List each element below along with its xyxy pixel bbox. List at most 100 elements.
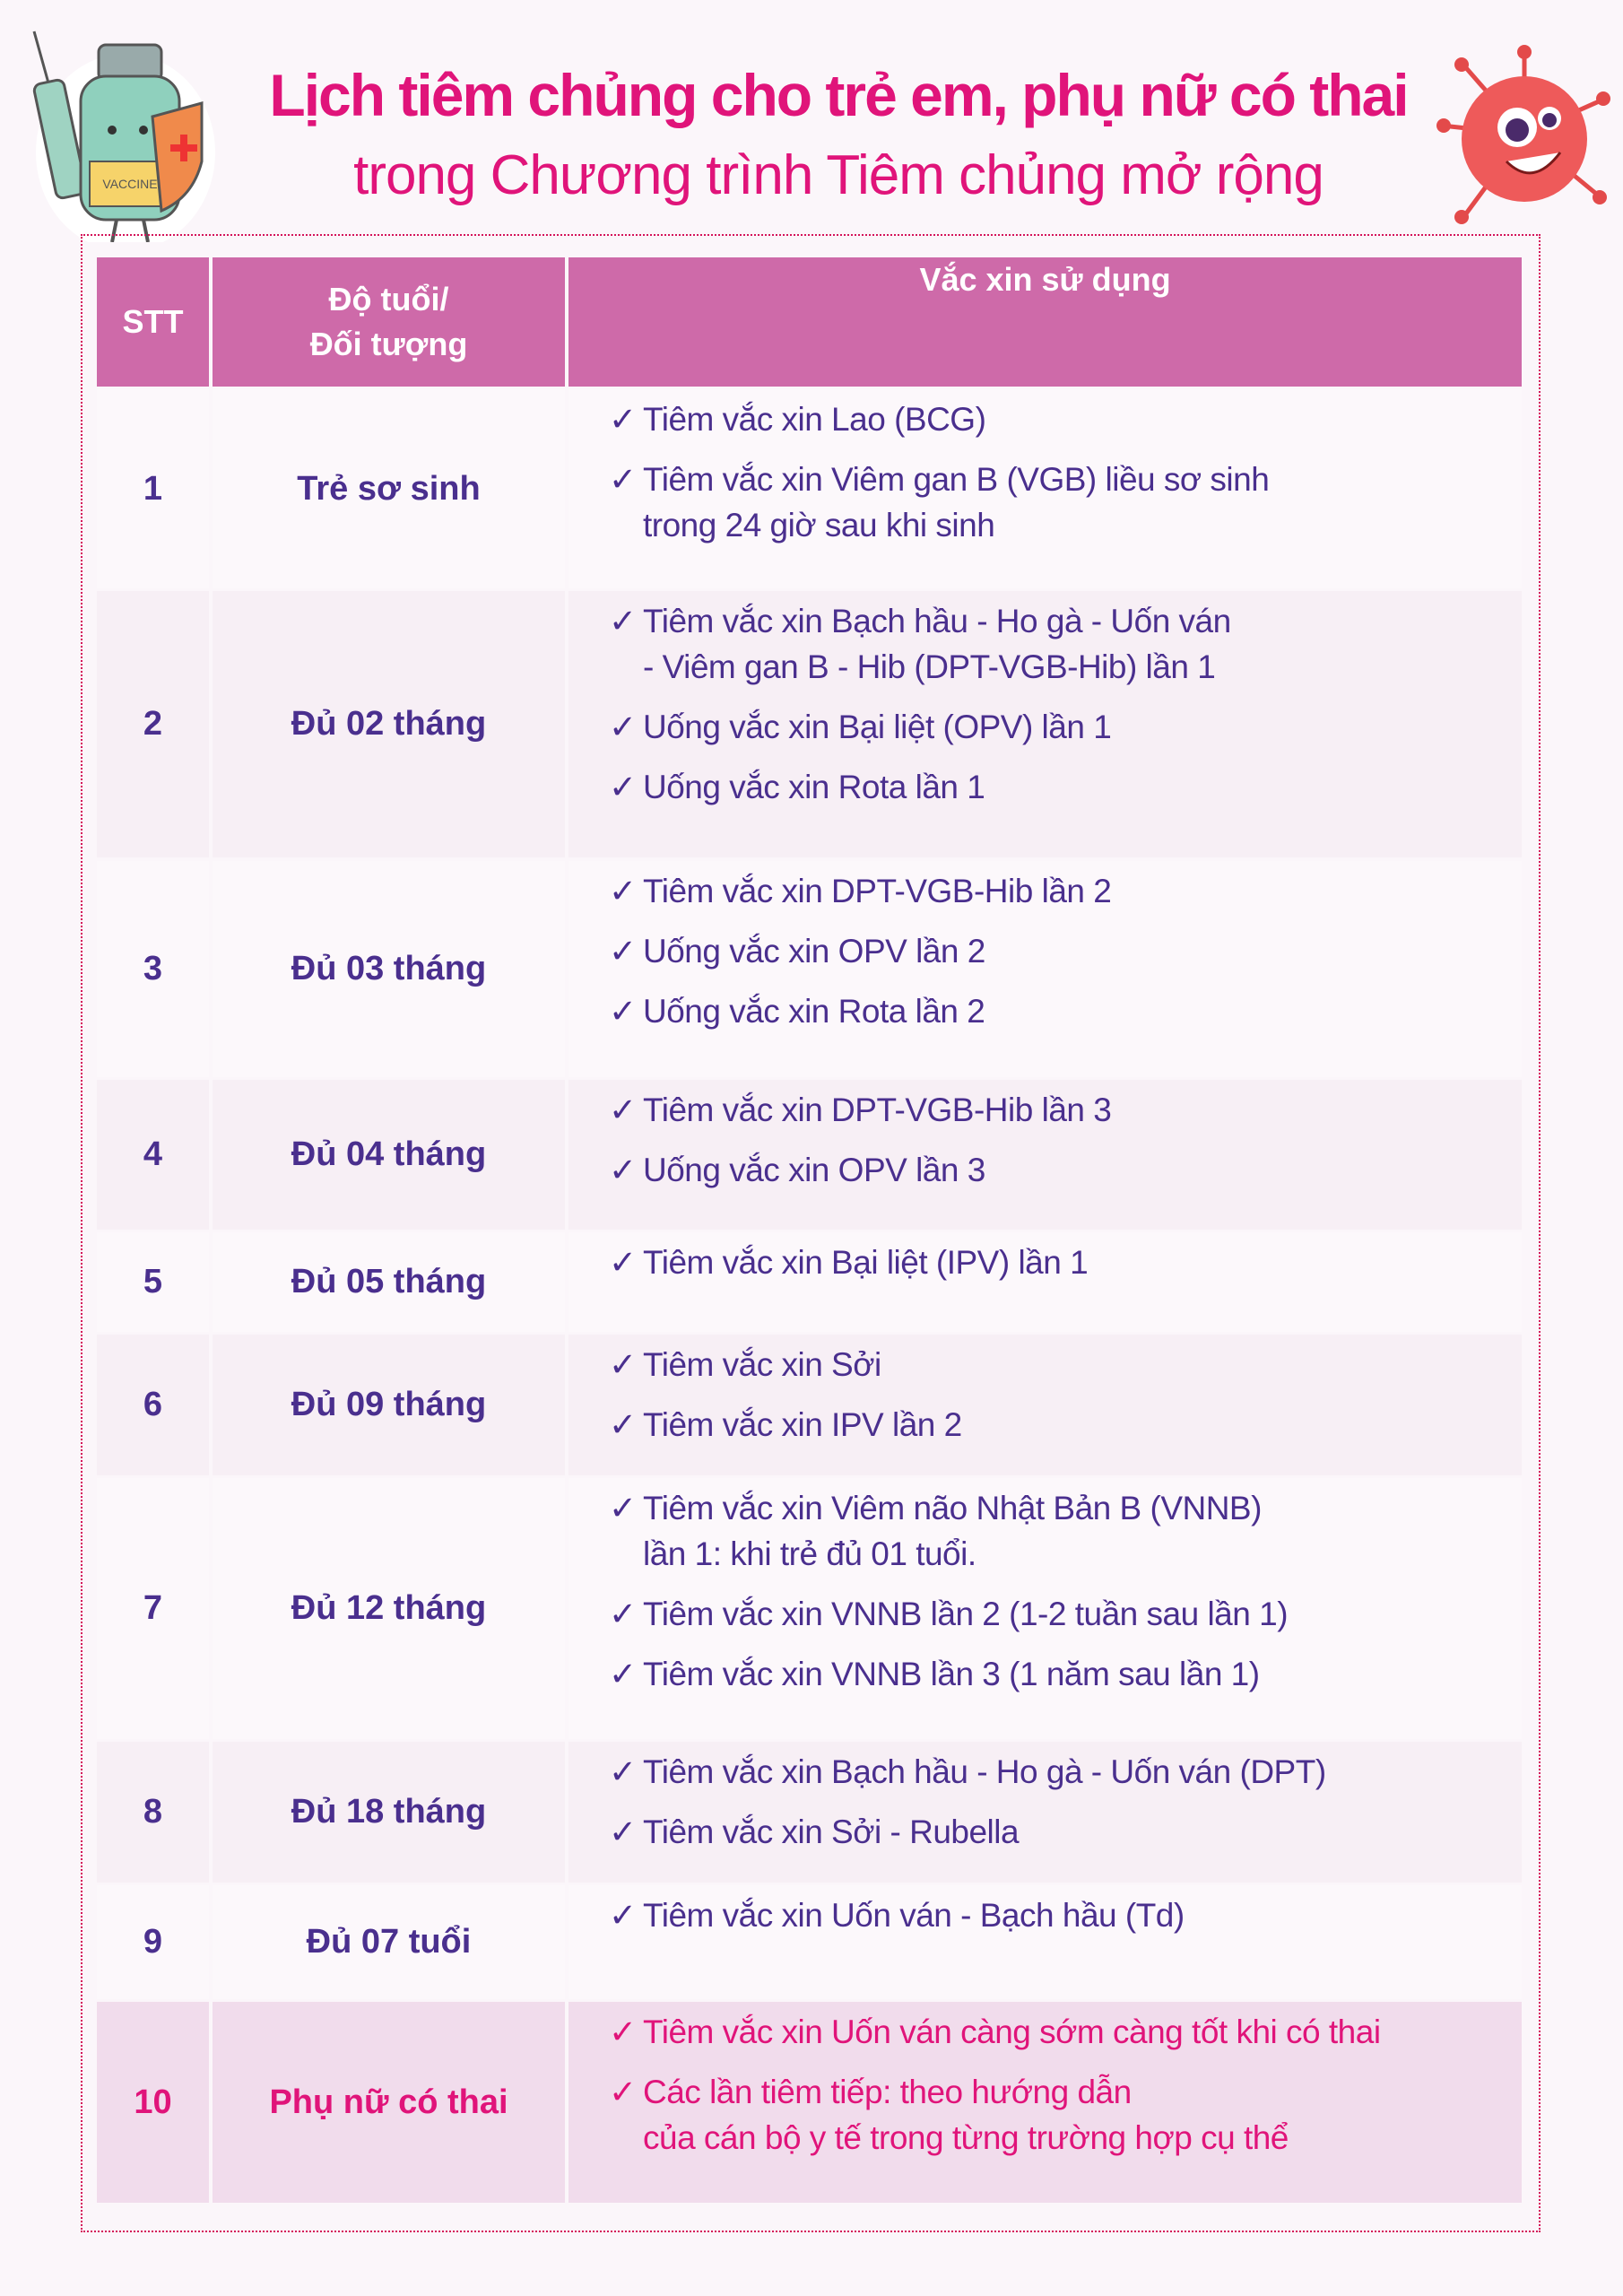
age-group: Đủ 04 tháng (291, 1135, 487, 1173)
vaccine-text-continued: của cán bộ y tế trong từng trường hợp cụ… (643, 2119, 1289, 2156)
header-vaccine-label: Vắc xin sử dụng (919, 261, 1171, 298)
row-number-cell: 5 (97, 1232, 209, 1332)
header-age: Độ tuổi/ Đối tượng (213, 257, 565, 387)
vaccine-item: ✓ Tiêm vắc xin Lao (BCG) (609, 396, 986, 442)
row-number-cell: 10 (97, 2002, 209, 2203)
header-age-line1: Độ tuổi/ (328, 281, 449, 317)
vaccine-item: ✓ Tiêm vắc xin Uốn ván càng sớm càng tốt … (609, 2009, 1381, 2055)
vaccine-item: ✓ Uống vắc xin Rota lần 2 (609, 988, 985, 1034)
age-cell: Đủ 03 tháng (213, 861, 565, 1077)
vaccine-text: Tiêm vắc xin Uốn ván càng sớm càng tốt k… (643, 2013, 1381, 2050)
row-number: 5 (143, 1263, 163, 1300)
check-icon: ✓ (609, 1346, 637, 1383)
age-cell: Đủ 12 tháng (213, 1478, 565, 1739)
age-cell: Đủ 05 tháng (213, 1232, 565, 1332)
table-row: 5 Đủ 05 tháng ✓ Tiêm vắc xin Bại liệt (IPV)… (97, 1232, 1522, 1332)
age-group: Đủ 18 tháng (291, 1793, 487, 1831)
check-icon: ✓ (609, 1490, 637, 1526)
vaccine-text: Tiêm vắc xin DPT-VGB-Hib lần 3 (643, 1091, 1112, 1128)
vaccine-item: ✓ Uống vắc xin Bại liệt (OPV) lần 1 (609, 704, 1112, 750)
vaccine-cell: ✓ Tiêm vắc xin Uốn ván càng sớm càng tốt … (568, 2002, 1522, 2203)
header-vaccine: Vắc xin sử dụng (568, 257, 1522, 387)
row-number-cell: 9 (97, 1885, 209, 1999)
vaccine-item: ✓ Tiêm vắc xin Bạch hầu - Ho gà - Uốn ván… (609, 598, 1231, 690)
age-group: Đủ 02 tháng (291, 705, 487, 743)
vaccine-item: ✓ Uống vắc xin OPV lần 2 (609, 928, 985, 974)
vaccine-item: ✓ Tiêm vắc xin Sởi (609, 1342, 881, 1387)
vaccine-cell: ✓ Tiêm vắc xin Bại liệt (IPV) lần 1 (568, 1232, 1522, 1332)
vaccine-item: ✓ Tiêm vắc xin VNNB lần 3 (1 năm sau lần … (609, 1651, 1260, 1697)
vaccine-text: Tiêm vắc xin IPV lần 2 (643, 1406, 962, 1443)
check-icon: ✓ (609, 1596, 637, 1632)
vaccine-text: Tiêm vắc xin Uốn ván - Bạch hầu (Td) (643, 1897, 1185, 1934)
table-row: 4 Đủ 04 tháng ✓ Tiêm vắc xin DPT-VGB-Hib lầ… (97, 1080, 1522, 1230)
vaccine-cell: ✓ Tiêm vắc xin Uốn ván - Bạch hầu (Td) (568, 1885, 1522, 1999)
vaccine-text-continued: trong 24 giờ sau khi sinh (643, 507, 995, 544)
check-icon: ✓ (609, 1897, 637, 1934)
age-cell: Phụ nữ có thai (213, 2002, 565, 2203)
vaccine-text: Uống vắc xin Bại liệt (OPV) lần 1 (643, 709, 1112, 745)
check-icon: ✓ (609, 933, 637, 970)
vaccine-cell: ✓ Tiêm vắc xin DPT-VGB-Hib lần 2 ✓ Uống vắc… (568, 861, 1522, 1077)
row-number: 2 (143, 705, 163, 743)
check-icon: ✓ (609, 993, 637, 1030)
check-icon: ✓ (609, 603, 637, 639)
vaccine-text: Các lần tiêm tiếp: theo hướng dẫn (643, 2074, 1132, 2110)
check-icon: ✓ (609, 401, 637, 438)
row-number: 8 (143, 1793, 163, 1831)
check-icon: ✓ (609, 1813, 637, 1850)
row-number: 7 (143, 1589, 163, 1627)
check-icon: ✓ (609, 2013, 637, 2050)
vaccine-text: Tiêm vắc xin DPT-VGB-Hib lần 2 (643, 873, 1112, 909)
table-header: STT Độ tuổi/ Đối tượng Vắc xin sử dụng (97, 257, 1522, 387)
check-icon: ✓ (609, 709, 637, 745)
age-group: Đủ 07 tuổi (306, 1923, 472, 1961)
check-icon: ✓ (609, 1656, 637, 1692)
vaccine-cell: ✓ Tiêm vắc xin Lao (BCG) ✓ Tiêm vắc xin Viê… (568, 389, 1522, 588)
vaccine-item: ✓ Uống vắc xin OPV lần 3 (609, 1147, 985, 1193)
header-age-line2: Đối tượng (309, 326, 468, 362)
vaccine-item: ✓ Tiêm vắc xin DPT-VGB-Hib lần 3 (609, 1087, 1112, 1133)
vaccine-text: Uống vắc xin OPV lần 2 (643, 933, 985, 970)
vaccine-text: Uống vắc xin OPV lần 3 (643, 1152, 985, 1188)
vaccine-item: ✓ Tiêm vắc xin Viêm gan B (VGB) liều sơ s… (609, 457, 1270, 548)
vaccine-text: Tiêm vắc xin Bạch hầu - Ho gà - Uốn ván (643, 603, 1231, 639)
table-row: 10 Phụ nữ có thai ✓ Tiêm vắc xin Uốn ván cà… (97, 2002, 1522, 2203)
vaccine-text-continued: - Viêm gan B - Hib (DPT-VGB-Hib) lần 1 (643, 648, 1216, 685)
vaccine-item: ✓ Tiêm vắc xin Sởi - Rubella (609, 1809, 1020, 1855)
row-number-cell: 2 (97, 591, 209, 857)
age-cell: Đủ 07 tuổi (213, 1885, 565, 1999)
vaccine-cell: ✓ Tiêm vắc xin Viêm não Nhật Bản B (VNNB)… (568, 1478, 1522, 1739)
page-subtitle: trong Chương trình Tiêm chủng mở rộng (353, 144, 1324, 206)
check-icon: ✓ (609, 769, 637, 805)
row-number-cell: 6 (97, 1335, 209, 1475)
vaccine-item: ✓ Uống vắc xin Rota lần 1 (609, 764, 985, 810)
vaccine-text: Tiêm vắc xin Bạch hầu - Ho gà - Uốn ván … (643, 1753, 1326, 1790)
age-group: Đủ 05 tháng (291, 1263, 487, 1300)
age-group: Đủ 12 tháng (291, 1589, 487, 1627)
vaccine-item: ✓ Tiêm vắc xin Bạch hầu - Ho gà - Uốn ván… (609, 1749, 1326, 1795)
row-number-cell: 8 (97, 1742, 209, 1883)
age-cell: Đủ 04 tháng (213, 1080, 565, 1230)
age-group: Trẻ sơ sinh (297, 469, 481, 508)
table-row: 8 Đủ 18 tháng ✓ Tiêm vắc xin Bạch hầu - Ho … (97, 1742, 1522, 1883)
check-icon: ✓ (609, 1753, 637, 1790)
vaccine-text: Tiêm vắc xin Bại liệt (IPV) lần 1 (643, 1244, 1089, 1281)
vaccine-text: Tiêm vắc xin VNNB lần 3 (1 năm sau lần 1… (643, 1656, 1260, 1692)
vaccine-item: ✓ Tiêm vắc xin IPV lần 2 (609, 1402, 962, 1448)
age-cell: Đủ 09 tháng (213, 1335, 565, 1475)
table-row: 7 Đủ 12 tháng ✓ Tiêm vắc xin Viêm não Nhật … (97, 1478, 1522, 1739)
table-row: 6 Đủ 09 tháng ✓ Tiêm vắc xin Sởi ✓ Tiêm vắc x… (97, 1335, 1522, 1475)
row-number-cell: 4 (97, 1080, 209, 1230)
vaccine-item: ✓ Tiêm vắc xin Uốn ván - Bạch hầu (Td) (609, 1892, 1185, 1938)
vaccine-item: ✓ Tiêm vắc xin DPT-VGB-Hib lần 2 (609, 868, 1112, 914)
table-row: 1 Trẻ sơ sinh ✓ Tiêm vắc xin Lao (BCG) ✓ Tiêm… (97, 389, 1522, 588)
table-row: 3 Đủ 03 tháng ✓ Tiêm vắc xin DPT-VGB-Hib lầ… (97, 861, 1522, 1077)
vaccine-text: Tiêm vắc xin Sởi - Rubella (643, 1813, 1020, 1850)
row-number: 1 (143, 469, 163, 508)
table-row: 2 Đủ 02 tháng ✓ Tiêm vắc xin Bạch hầu - Ho … (97, 591, 1522, 857)
dotted-frame (81, 234, 1541, 2232)
vaccine-cell: ✓ Tiêm vắc xin Bạch hầu - Ho gà - Uốn ván… (568, 591, 1522, 857)
vaccine-cell: ✓ Tiêm vắc xin Sởi ✓ Tiêm vắc xin IPV lần 2 (568, 1335, 1522, 1475)
vaccine-item: ✓ Các lần tiêm tiếp: theo hướng dẫn của cá… (609, 2069, 1289, 2161)
